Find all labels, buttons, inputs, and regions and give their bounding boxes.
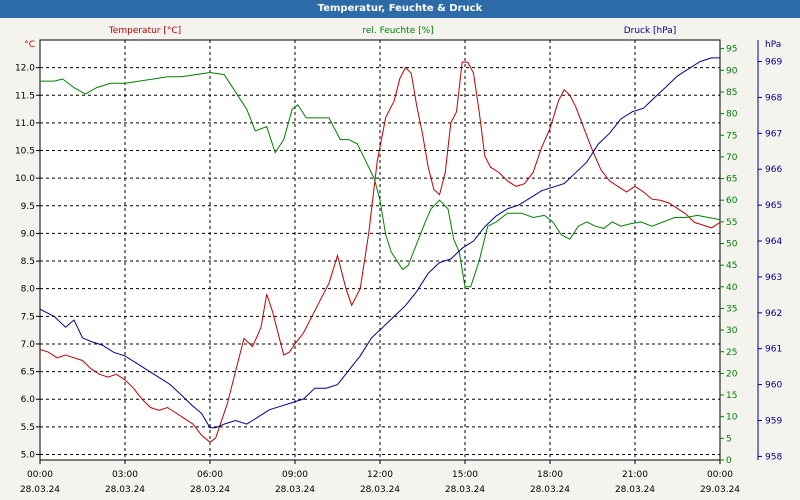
x-tick-date: 28.03.24 — [360, 485, 400, 495]
temp-tick-label: 8.0 — [21, 285, 36, 295]
x-tick-time: 15:00 — [452, 470, 478, 480]
temp-unit-label: °C — [24, 40, 35, 50]
temp-tick-label: 5.0 — [21, 450, 36, 460]
humidity-tick-label: 70 — [726, 153, 738, 163]
pressure-tick-label: 966 — [765, 165, 782, 175]
temp-tick-label: 6.0 — [21, 395, 36, 405]
x-tick-time: 00:00 — [27, 470, 53, 480]
x-tick-time: 21:00 — [622, 470, 648, 480]
temp-tick-label: 6.5 — [21, 368, 35, 378]
humidity-tick-label: 60 — [726, 196, 738, 206]
x-tick-date: 28.03.24 — [20, 485, 60, 495]
pressure-tick-label: 959 — [765, 417, 782, 427]
humidity-tick-label: 40 — [726, 283, 738, 293]
x-tick-time: 18:00 — [537, 470, 563, 480]
humidity-tick-label: 90 — [726, 66, 738, 76]
x-tick-date: 28.03.24 — [105, 485, 145, 495]
pressure-tick-label: 963 — [765, 273, 782, 283]
temp-tick-label: 5.5 — [21, 423, 35, 433]
temp-tick-label: 7.5 — [21, 312, 35, 322]
x-tick-date: 28.03.24 — [275, 485, 315, 495]
temp-tick-label: 11.5 — [15, 91, 35, 101]
temp-tick-label: 10.0 — [15, 174, 35, 184]
x-tick-date: 28.03.24 — [530, 485, 570, 495]
x-tick-date: 28.03.24 — [445, 485, 485, 495]
temp-tick-label: 9.0 — [21, 229, 36, 239]
humidity-tick-label: 35 — [726, 304, 737, 314]
pressure-tick-label: 958 — [765, 452, 782, 462]
x-tick-time: 12:00 — [367, 470, 393, 480]
x-tick-time: 09:00 — [282, 470, 308, 480]
humidity-tick-label: 50 — [726, 240, 738, 250]
humidity-tick-label: 0 — [726, 456, 732, 466]
temp-tick-label: 7.0 — [21, 340, 36, 350]
temp-tick-label: 10.5 — [15, 147, 35, 157]
temp-tick-label: 12.0 — [15, 64, 35, 74]
pressure-unit-label: hPa — [765, 40, 781, 50]
humidity-tick-label: 45 — [726, 261, 737, 271]
pressure-tick-label: 969 — [765, 58, 782, 68]
window-title: Temperatur, Feuchte & Druck — [0, 0, 800, 18]
humidity-tick-label: 5 — [726, 434, 732, 444]
x-tick-date: 28.03.24 — [615, 485, 655, 495]
x-tick-time: 00:00 — [707, 470, 733, 480]
humidity-tick-label: 95 — [726, 45, 737, 55]
pressure-tick-label: 965 — [765, 201, 782, 211]
pressure-axis-title: Druck [hPa] — [624, 26, 677, 36]
humidity-tick-label: 30 — [726, 326, 738, 336]
pressure-tick-label: 964 — [765, 237, 782, 247]
humidity-tick-label: 15 — [726, 391, 737, 401]
humidity-tick-label: 20 — [726, 369, 738, 379]
temp-tick-label: 8.5 — [21, 257, 35, 267]
x-tick-time: 06:00 — [197, 470, 223, 480]
pressure-tick-label: 962 — [765, 309, 782, 319]
x-tick-date: 29.03.24 — [700, 485, 740, 495]
pressure-tick-label: 961 — [765, 345, 782, 355]
humidity-tick-label: 75 — [726, 131, 737, 141]
series-line-humidity — [40, 71, 721, 288]
pressure-tick-label: 967 — [765, 129, 782, 139]
humidity-tick-label: 80 — [726, 110, 738, 120]
x-tick-time: 03:00 — [112, 470, 138, 480]
humidity-tick-label: 65 — [726, 175, 737, 185]
series-line-temperature — [39, 61, 721, 443]
humidity-tick-label: 25 — [726, 348, 737, 358]
x-tick-date: 28.03.24 — [190, 485, 230, 495]
pressure-tick-label: 960 — [765, 381, 782, 391]
temp-tick-label: 11.0 — [15, 119, 35, 129]
temp-tick-label: 9.5 — [21, 202, 35, 212]
pressure-tick-label: 968 — [765, 93, 782, 103]
series-line-pressure — [39, 57, 720, 429]
humidity-tick-label: 85 — [726, 88, 737, 98]
humidity-axis-title: rel. Feuchte [%] — [362, 26, 433, 36]
humidity-tick-label: 55 — [726, 218, 737, 228]
humidity-tick-label: 10 — [726, 413, 738, 423]
temperature-axis-title: Temperatur [°C] — [108, 26, 181, 36]
